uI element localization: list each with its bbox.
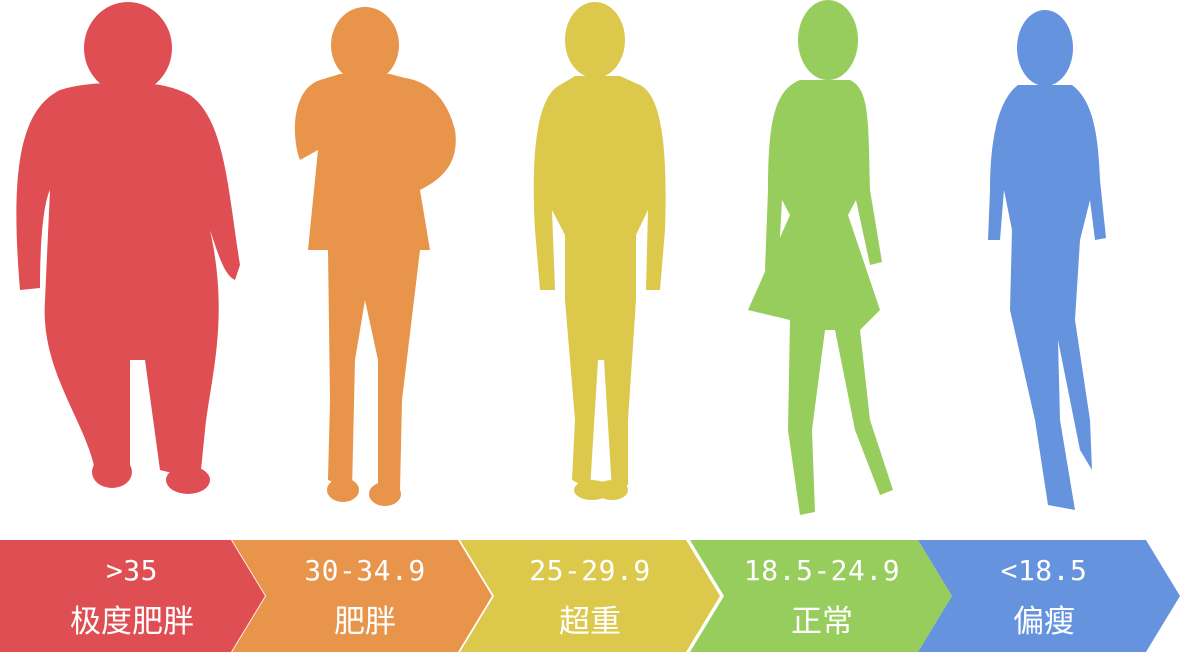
name-normal: 正常 [791,604,853,640]
name-overweight: 超重 [559,604,621,640]
name-obese: 肥胖 [334,604,396,640]
label-thin: <18.5 偏瘦 [934,540,1154,652]
label-normal: 18.5-24.9 正常 [712,540,932,652]
silhouette-thin [988,10,1106,510]
label-obese: 30-34.9 肥胖 [255,540,475,652]
arrow-thin [918,540,1180,652]
range-very-obese: >35 [105,554,159,587]
range-overweight: 25-29.9 [529,554,651,587]
label-overweight: 25-29.9 超重 [480,540,700,652]
silhouette-overweight [533,2,666,500]
range-thin: <18.5 [1000,554,1088,587]
silhouette-obese [294,7,456,506]
arrow-obese [232,540,492,652]
silhouette-very-obese [16,2,240,494]
range-normal: 18.5-24.9 [743,554,901,587]
range-obese: 30-34.9 [304,554,426,587]
silhouettes [16,0,1106,515]
name-thin: 偏瘦 [1013,604,1075,640]
arrow-overweight [460,540,720,652]
arrow-normal [690,540,952,652]
label-very-obese: >35 极度肥胖 [22,540,242,652]
arrow-very-obese [0,540,265,652]
name-very-obese: 极度肥胖 [70,604,194,640]
silhouette-normal [748,0,893,515]
category-arrows [0,540,1180,652]
